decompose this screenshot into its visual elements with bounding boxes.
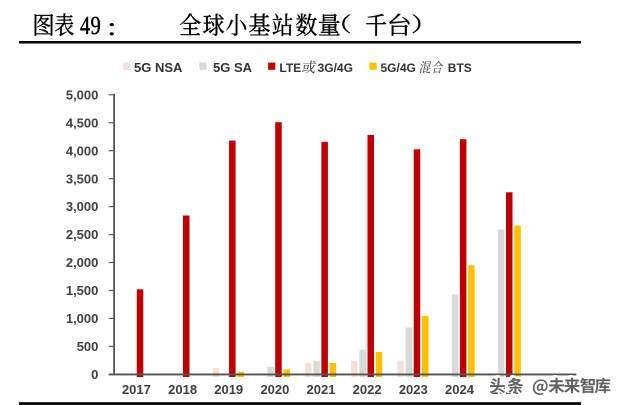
svg-text:4,000: 4,000 xyxy=(66,143,99,158)
svg-text:3,500: 3,500 xyxy=(66,171,99,186)
svg-text:3G/4G: 3G/4G xyxy=(318,61,353,75)
svg-text:LTE: LTE xyxy=(279,61,301,75)
svg-text:2023: 2023 xyxy=(399,382,428,397)
svg-text:2018: 2018 xyxy=(168,382,197,397)
svg-text:2024: 2024 xyxy=(445,382,475,397)
svg-text:2,000: 2,000 xyxy=(66,255,99,270)
svg-text:2017: 2017 xyxy=(122,382,151,397)
svg-text:2020: 2020 xyxy=(260,382,289,397)
svg-text:BTS: BTS xyxy=(448,61,472,75)
svg-text:5,000: 5,000 xyxy=(66,87,99,102)
svg-text:2022: 2022 xyxy=(353,382,382,397)
svg-text:4,500: 4,500 xyxy=(66,115,99,130)
svg-text:5G SA: 5G SA xyxy=(213,60,253,75)
svg-text:5G NSA: 5G NSA xyxy=(134,60,183,75)
svg-text:2019: 2019 xyxy=(214,382,243,397)
svg-text:1,000: 1,000 xyxy=(66,311,99,326)
svg-text:500: 500 xyxy=(77,339,99,354)
svg-text:2,500: 2,500 xyxy=(66,227,99,242)
svg-text:2021: 2021 xyxy=(307,382,336,397)
svg-text:5G/4G: 5G/4G xyxy=(381,61,416,75)
svg-text:0: 0 xyxy=(91,367,98,382)
svg-text:3,000: 3,000 xyxy=(66,199,99,214)
svg-text:1,500: 1,500 xyxy=(66,283,99,298)
